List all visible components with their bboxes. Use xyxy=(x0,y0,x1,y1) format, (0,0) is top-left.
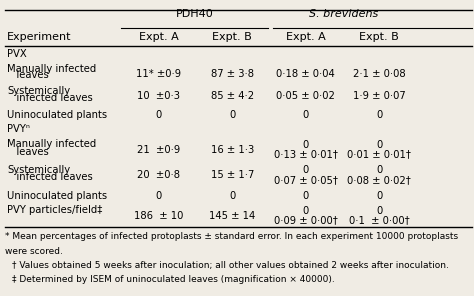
Text: PVY particles/field‡: PVY particles/field‡ xyxy=(7,205,102,215)
Text: Uninoculated plants: Uninoculated plants xyxy=(7,191,107,201)
Text: 0: 0 xyxy=(229,191,236,201)
Text: 85 ± 4·2: 85 ± 4·2 xyxy=(211,91,254,101)
Text: 0: 0 xyxy=(302,140,309,150)
Text: 0·09 ± 0·00†: 0·09 ± 0·00† xyxy=(274,215,337,225)
Text: 0: 0 xyxy=(155,110,162,120)
Text: 0: 0 xyxy=(376,206,383,216)
Text: 0: 0 xyxy=(376,110,383,120)
Text: 1·9 ± 0·07: 1·9 ± 0·07 xyxy=(353,91,406,101)
Text: Uninoculated plants: Uninoculated plants xyxy=(7,110,107,120)
Text: PDH40: PDH40 xyxy=(175,9,213,19)
Text: Expt. B: Expt. B xyxy=(212,32,252,42)
Text: 0: 0 xyxy=(376,191,383,201)
Text: 0·07 ± 0·05†: 0·07 ± 0·05† xyxy=(273,175,338,185)
Text: Systemically: Systemically xyxy=(7,165,70,175)
Text: Systemically: Systemically xyxy=(7,86,70,96)
Text: 0: 0 xyxy=(302,165,309,175)
Text: † Values obtained 5 weeks after inoculation; all other values obtained 2 weeks a: † Values obtained 5 weeks after inoculat… xyxy=(12,261,449,270)
Text: PVX: PVX xyxy=(7,49,27,59)
Text: 11* ±0·9: 11* ±0·9 xyxy=(136,69,182,78)
Text: 0·1  ± 0·00†: 0·1 ± 0·00† xyxy=(349,215,410,225)
Text: infected leaves: infected leaves xyxy=(7,172,93,182)
Text: Expt. A: Expt. A xyxy=(139,32,179,42)
Text: 186  ± 10: 186 ± 10 xyxy=(134,211,183,221)
Text: 0: 0 xyxy=(302,191,309,201)
Text: 20  ±0·8: 20 ±0·8 xyxy=(137,170,180,180)
Text: 21  ±0·9: 21 ±0·9 xyxy=(137,145,181,155)
Text: 0: 0 xyxy=(155,191,162,201)
Text: leaves: leaves xyxy=(7,147,49,157)
Text: 0·18 ± 0·04: 0·18 ± 0·04 xyxy=(276,69,335,78)
Text: Manually infected: Manually infected xyxy=(7,64,96,74)
Text: 145 ± 14: 145 ± 14 xyxy=(209,211,255,221)
Text: were scored.: were scored. xyxy=(5,247,63,255)
Text: 0: 0 xyxy=(302,206,309,216)
Text: 0·05 ± 0·02: 0·05 ± 0·02 xyxy=(276,91,335,101)
Text: 0: 0 xyxy=(376,165,383,175)
Text: ‡ Determined by ISEM of uninoculated leaves (magnification × 40000).: ‡ Determined by ISEM of uninoculated lea… xyxy=(12,275,335,284)
Text: 0·13 ± 0·01†: 0·13 ± 0·01† xyxy=(273,149,338,160)
Text: infected leaves: infected leaves xyxy=(7,93,93,103)
Text: 0·01 ± 0·01†: 0·01 ± 0·01† xyxy=(347,149,411,160)
Text: Expt. A: Expt. A xyxy=(286,32,326,42)
Text: Expt. B: Expt. B xyxy=(359,32,399,42)
Text: PVYⁿ: PVYⁿ xyxy=(7,124,30,134)
Text: 0: 0 xyxy=(376,140,383,150)
Text: Experiment: Experiment xyxy=(7,32,72,42)
Text: 0: 0 xyxy=(302,110,309,120)
Text: 10  ±0·3: 10 ±0·3 xyxy=(137,91,180,101)
Text: leaves: leaves xyxy=(7,70,49,81)
Text: 0·08 ± 0·02†: 0·08 ± 0·02† xyxy=(347,175,411,185)
Text: * Mean percentages of infected protoplasts ± standard error. In each experiment : * Mean percentages of infected protoplas… xyxy=(5,232,458,241)
Text: 15 ± 1·7: 15 ± 1·7 xyxy=(210,170,254,180)
Text: 16 ± 1·3: 16 ± 1·3 xyxy=(210,145,254,155)
Text: 0: 0 xyxy=(229,110,236,120)
Text: Manually infected: Manually infected xyxy=(7,139,96,149)
Text: 87 ± 3·8: 87 ± 3·8 xyxy=(211,69,254,78)
Text: 2·1 ± 0·08: 2·1 ± 0·08 xyxy=(353,69,406,78)
Text: S. brevidens: S. brevidens xyxy=(309,9,378,19)
